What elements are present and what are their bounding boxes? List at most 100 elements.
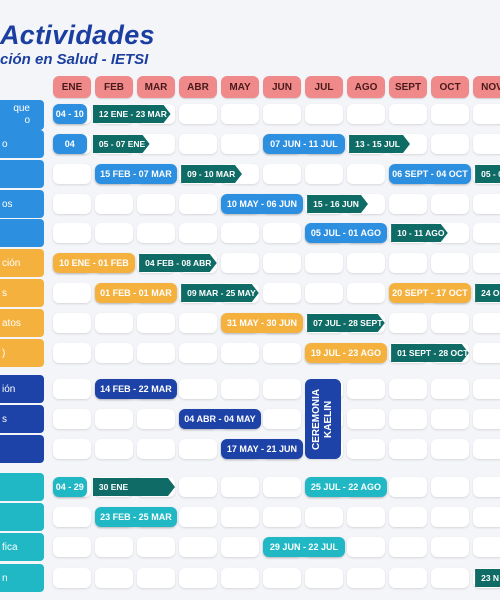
- month-header-ago: AGO: [347, 76, 385, 98]
- event-bar[interactable]: 10 ENE - 01 FEB: [53, 253, 135, 273]
- calendar-cell: [347, 164, 385, 184]
- calendar-cell: [53, 409, 91, 429]
- calendar-cell: [137, 194, 175, 214]
- calendar-cell: [347, 537, 385, 557]
- calendar-cell: [53, 343, 91, 363]
- calendar-cell: [389, 313, 427, 333]
- calendar-cell: [221, 343, 259, 363]
- event-bar[interactable]: 25 JUL - 22 AGO: [305, 477, 387, 497]
- row-label-8: ): [0, 339, 44, 367]
- row-label-11: [0, 435, 44, 463]
- event-arrow[interactable]: 04 FEB - 08 ABR: [139, 254, 217, 272]
- row-label-12: [0, 473, 44, 501]
- calendar-cell: [137, 343, 175, 363]
- calendar-cell: [179, 537, 217, 557]
- event-bar[interactable]: 04: [53, 134, 87, 154]
- event-bar[interactable]: 15 FEB - 07 MAR: [95, 164, 177, 184]
- calendar-cell: [431, 253, 469, 273]
- event-arrow[interactable]: 05 - 0: [475, 165, 500, 183]
- calendar-cell: [95, 439, 133, 459]
- calendar-cell: [263, 223, 301, 243]
- calendar-cell: [347, 283, 385, 303]
- event-arrow[interactable]: 09 MAR - 25 MAY: [181, 284, 259, 302]
- calendar-cell: [473, 477, 500, 497]
- event-arrow[interactable]: 23 N: [475, 569, 500, 587]
- event-bar[interactable]: 04 ABR - 04 MAY: [179, 409, 261, 429]
- event-arrow[interactable]: 13 - 15 JUL: [349, 135, 410, 153]
- event-bar[interactable]: 04 - 10: [53, 104, 87, 124]
- event-arrow[interactable]: 05 - 07 ENE: [93, 135, 150, 153]
- event-bar[interactable]: 17 MAY - 21 JUN: [221, 439, 303, 459]
- calendar-cell: [95, 194, 133, 214]
- calendar-cell: [221, 568, 259, 588]
- calendar-cell: [431, 568, 469, 588]
- event-bar[interactable]: 19 JUL - 23 AGO: [305, 343, 387, 363]
- calendar-cell: [473, 343, 500, 363]
- calendar-cell: [431, 313, 469, 333]
- event-bar[interactable]: 06 SEPT - 04 OCT: [389, 164, 471, 184]
- calendar-cell: [221, 134, 259, 154]
- calendar-cell: [473, 134, 500, 154]
- row-label-7: atos: [0, 309, 44, 337]
- calendar-cell: [53, 568, 91, 588]
- event-bar[interactable]: 23 FEB - 25 MAR: [95, 507, 177, 527]
- page-title: Actividades: [0, 20, 155, 50]
- calendar-cell: [473, 409, 500, 429]
- event-bar[interactable]: 01 FEB - 01 MAR: [95, 283, 177, 303]
- calendar-cell: [347, 568, 385, 588]
- calendar-cell: [179, 134, 217, 154]
- month-header-feb: FEB: [95, 76, 133, 98]
- ceremony-block[interactable]: CEREMONIA KAELIN: [305, 379, 341, 459]
- month-header-sept: SEPT: [389, 76, 427, 98]
- event-bar[interactable]: 05 JUL - 01 AGO: [305, 223, 387, 243]
- calendar-cell: [347, 104, 385, 124]
- calendar-cell: [263, 283, 301, 303]
- calendar-cell: [389, 477, 427, 497]
- calendar-cell: [305, 104, 343, 124]
- month-header-abr: ABR: [179, 76, 217, 98]
- event-arrow[interactable]: 24 OCT: [475, 284, 500, 302]
- event-arrow[interactable]: 09 - 10 MAR: [181, 165, 242, 183]
- row-label-1: o: [0, 130, 44, 158]
- event-bar[interactable]: 07 JUN - 11 JUL: [263, 134, 345, 154]
- calendar-cell: [263, 409, 301, 429]
- calendar-cell: [305, 283, 343, 303]
- event-arrow[interactable]: 01 SEPT - 28 OCT: [391, 344, 469, 362]
- calendar-cell: [263, 164, 301, 184]
- calendar-cell: [179, 104, 217, 124]
- row-label-3: os: [0, 190, 44, 218]
- calendar-cell: [389, 194, 427, 214]
- calendar-cell: [431, 379, 469, 399]
- calendar-cell: [95, 343, 133, 363]
- calendar-cell: [179, 379, 217, 399]
- calendar-cell: [473, 313, 500, 333]
- ceremony-text: CEREMONIA KAELIN: [311, 388, 334, 450]
- event-arrow[interactable]: 30 ENE: [93, 478, 175, 496]
- calendar-cell: [137, 409, 175, 429]
- calendar-cell: [179, 223, 217, 243]
- event-bar[interactable]: 29 JUN - 22 JUL: [263, 537, 345, 557]
- event-bar[interactable]: 04 - 29: [53, 477, 87, 497]
- calendar-cell: [137, 537, 175, 557]
- event-bar[interactable]: 14 FEB - 22 MAR: [95, 379, 177, 399]
- event-arrow[interactable]: 07 JUL - 28 SEPT: [307, 314, 385, 332]
- calendar-cell: [95, 537, 133, 557]
- event-arrow[interactable]: 10 - 11 AGO: [391, 224, 448, 242]
- calendar-cell: [53, 164, 91, 184]
- row-label-2: [0, 160, 44, 188]
- event-arrow[interactable]: 12 ENE - 23 MAR: [93, 105, 171, 123]
- event-bar[interactable]: 10 MAY - 06 JUN: [221, 194, 303, 214]
- calendar-cell: [431, 537, 469, 557]
- calendar-cell: [347, 409, 385, 429]
- calendar-cell: [95, 313, 133, 333]
- calendar-cell: [473, 223, 500, 243]
- event-bar[interactable]: 20 SEPT - 17 OCT: [389, 283, 471, 303]
- calendar-cell: [389, 507, 427, 527]
- row-label-6: s: [0, 279, 44, 307]
- calendar-cell: [431, 477, 469, 497]
- event-arrow[interactable]: 15 - 16 JUN: [307, 195, 368, 213]
- calendar-cell: [473, 253, 500, 273]
- calendar-cell: [389, 104, 427, 124]
- event-bar[interactable]: 31 MAY - 30 JUN: [221, 313, 303, 333]
- calendar-cell: [347, 379, 385, 399]
